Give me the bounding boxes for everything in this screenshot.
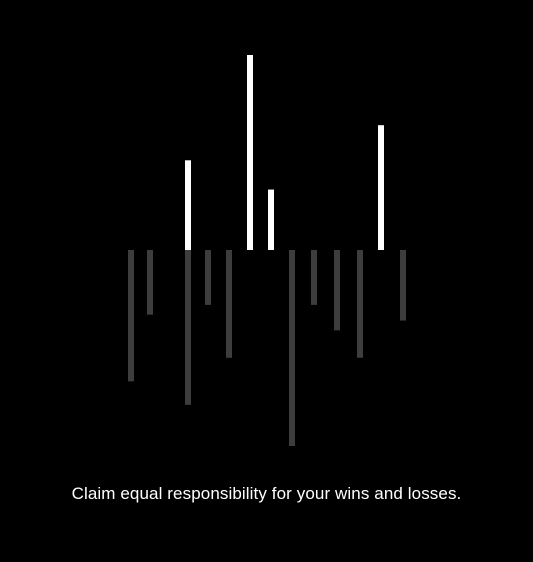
win-bar-7	[247, 55, 253, 250]
loss-bar-9	[289, 250, 295, 446]
loss-bar-12	[357, 250, 363, 358]
loss-bar-2	[147, 250, 153, 315]
win-bar-4	[185, 160, 191, 250]
win-bar-13	[378, 125, 384, 250]
loss-bar-14	[400, 250, 406, 321]
loss-bar-10	[311, 250, 317, 305]
loss-bar-4	[185, 250, 191, 405]
caption-text: Claim equal responsibility for your wins…	[71, 484, 462, 503]
loss-bar-1	[128, 250, 134, 382]
loss-bar-5	[205, 250, 211, 305]
win-bar-8	[268, 189, 274, 250]
loss-bar-11	[334, 250, 340, 331]
loss-bar-6	[226, 250, 232, 358]
